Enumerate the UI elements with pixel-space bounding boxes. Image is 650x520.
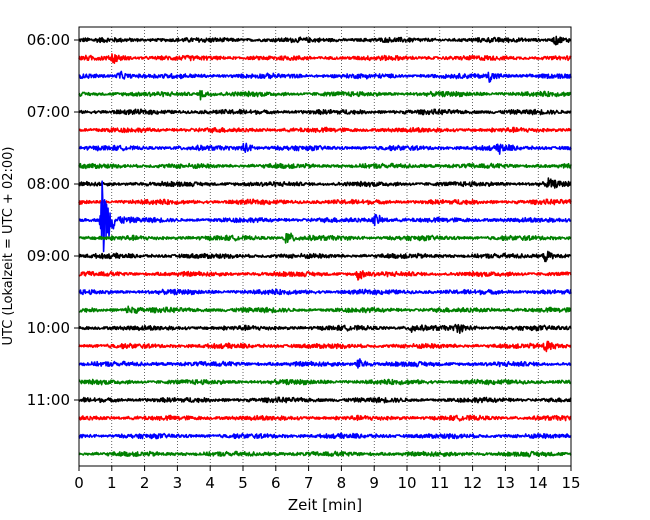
trace-1145 (78, 450, 572, 458)
trace-0745 (78, 162, 572, 170)
y-tick-label-1: 07:00 (27, 103, 70, 121)
trace-1000 (78, 323, 572, 334)
trace-0815 (78, 198, 572, 206)
x-tick-label-7: 7 (304, 474, 314, 492)
trace-0945 (78, 305, 572, 315)
seismogram-traces (78, 35, 572, 458)
trace-0700 (78, 108, 572, 116)
x-tick-label-12: 12 (463, 474, 482, 492)
x-tick-label-14: 14 (529, 474, 548, 492)
x-tick-label-8: 8 (337, 474, 347, 492)
x-tick-label-2: 2 (140, 474, 150, 492)
x-tick-label-9: 9 (369, 474, 379, 492)
trace-1045 (78, 378, 572, 386)
plot-frame (78, 26, 572, 467)
y-tick-label-3: 09:00 (27, 247, 70, 265)
x-tick-label-0: 0 (74, 474, 84, 492)
x-tick-label-10: 10 (397, 474, 416, 492)
y-axis-ticks: 06:00 07:00 08:00 09:00 10:00 11:00 (27, 31, 79, 409)
trace-1115 (78, 414, 572, 422)
trace-0900 (78, 250, 572, 263)
x-tick-label-6: 6 (271, 474, 281, 492)
trace-1030 (78, 358, 572, 369)
y-axis-label: UTC (Lokalzeit = UTC + 02:00) (1, 147, 16, 346)
trace-0930 (78, 288, 572, 296)
x-tick-label-13: 13 (496, 474, 515, 492)
x-tick-label-3: 3 (173, 474, 183, 492)
trace-1100 (78, 396, 572, 404)
x-tick-label-1: 1 (107, 474, 117, 492)
x-tick-label-11: 11 (430, 474, 449, 492)
trace-0645 (78, 89, 572, 101)
trace-1015 (78, 340, 572, 353)
trace-0730 (78, 142, 572, 155)
trace-0615 (78, 53, 572, 65)
x-tick-label-15: 15 (561, 474, 580, 492)
trace-0800 (78, 177, 572, 189)
y-tick-label-2: 08:00 (27, 175, 70, 193)
y-tick-label-5: 11:00 (27, 391, 70, 409)
trace-0845 (78, 232, 572, 244)
y-tick-label-4: 10:00 (27, 319, 70, 337)
x-axis-ticks: 0 1 2 3 4 5 6 7 8 9 10 11 12 13 14 15 (74, 466, 581, 492)
x-tick-label-4: 4 (205, 474, 215, 492)
trace-0915 (78, 270, 572, 281)
x-tick-label-5: 5 (238, 474, 248, 492)
trace-1130 (78, 432, 572, 440)
trace-0600 (78, 35, 572, 46)
x-axis-label: Zeit [min] (288, 496, 362, 514)
trace-0830 (78, 180, 572, 253)
trace-0715 (78, 126, 572, 134)
y-tick-label-0: 06:00 (27, 31, 70, 49)
trace-0630 (78, 70, 572, 83)
